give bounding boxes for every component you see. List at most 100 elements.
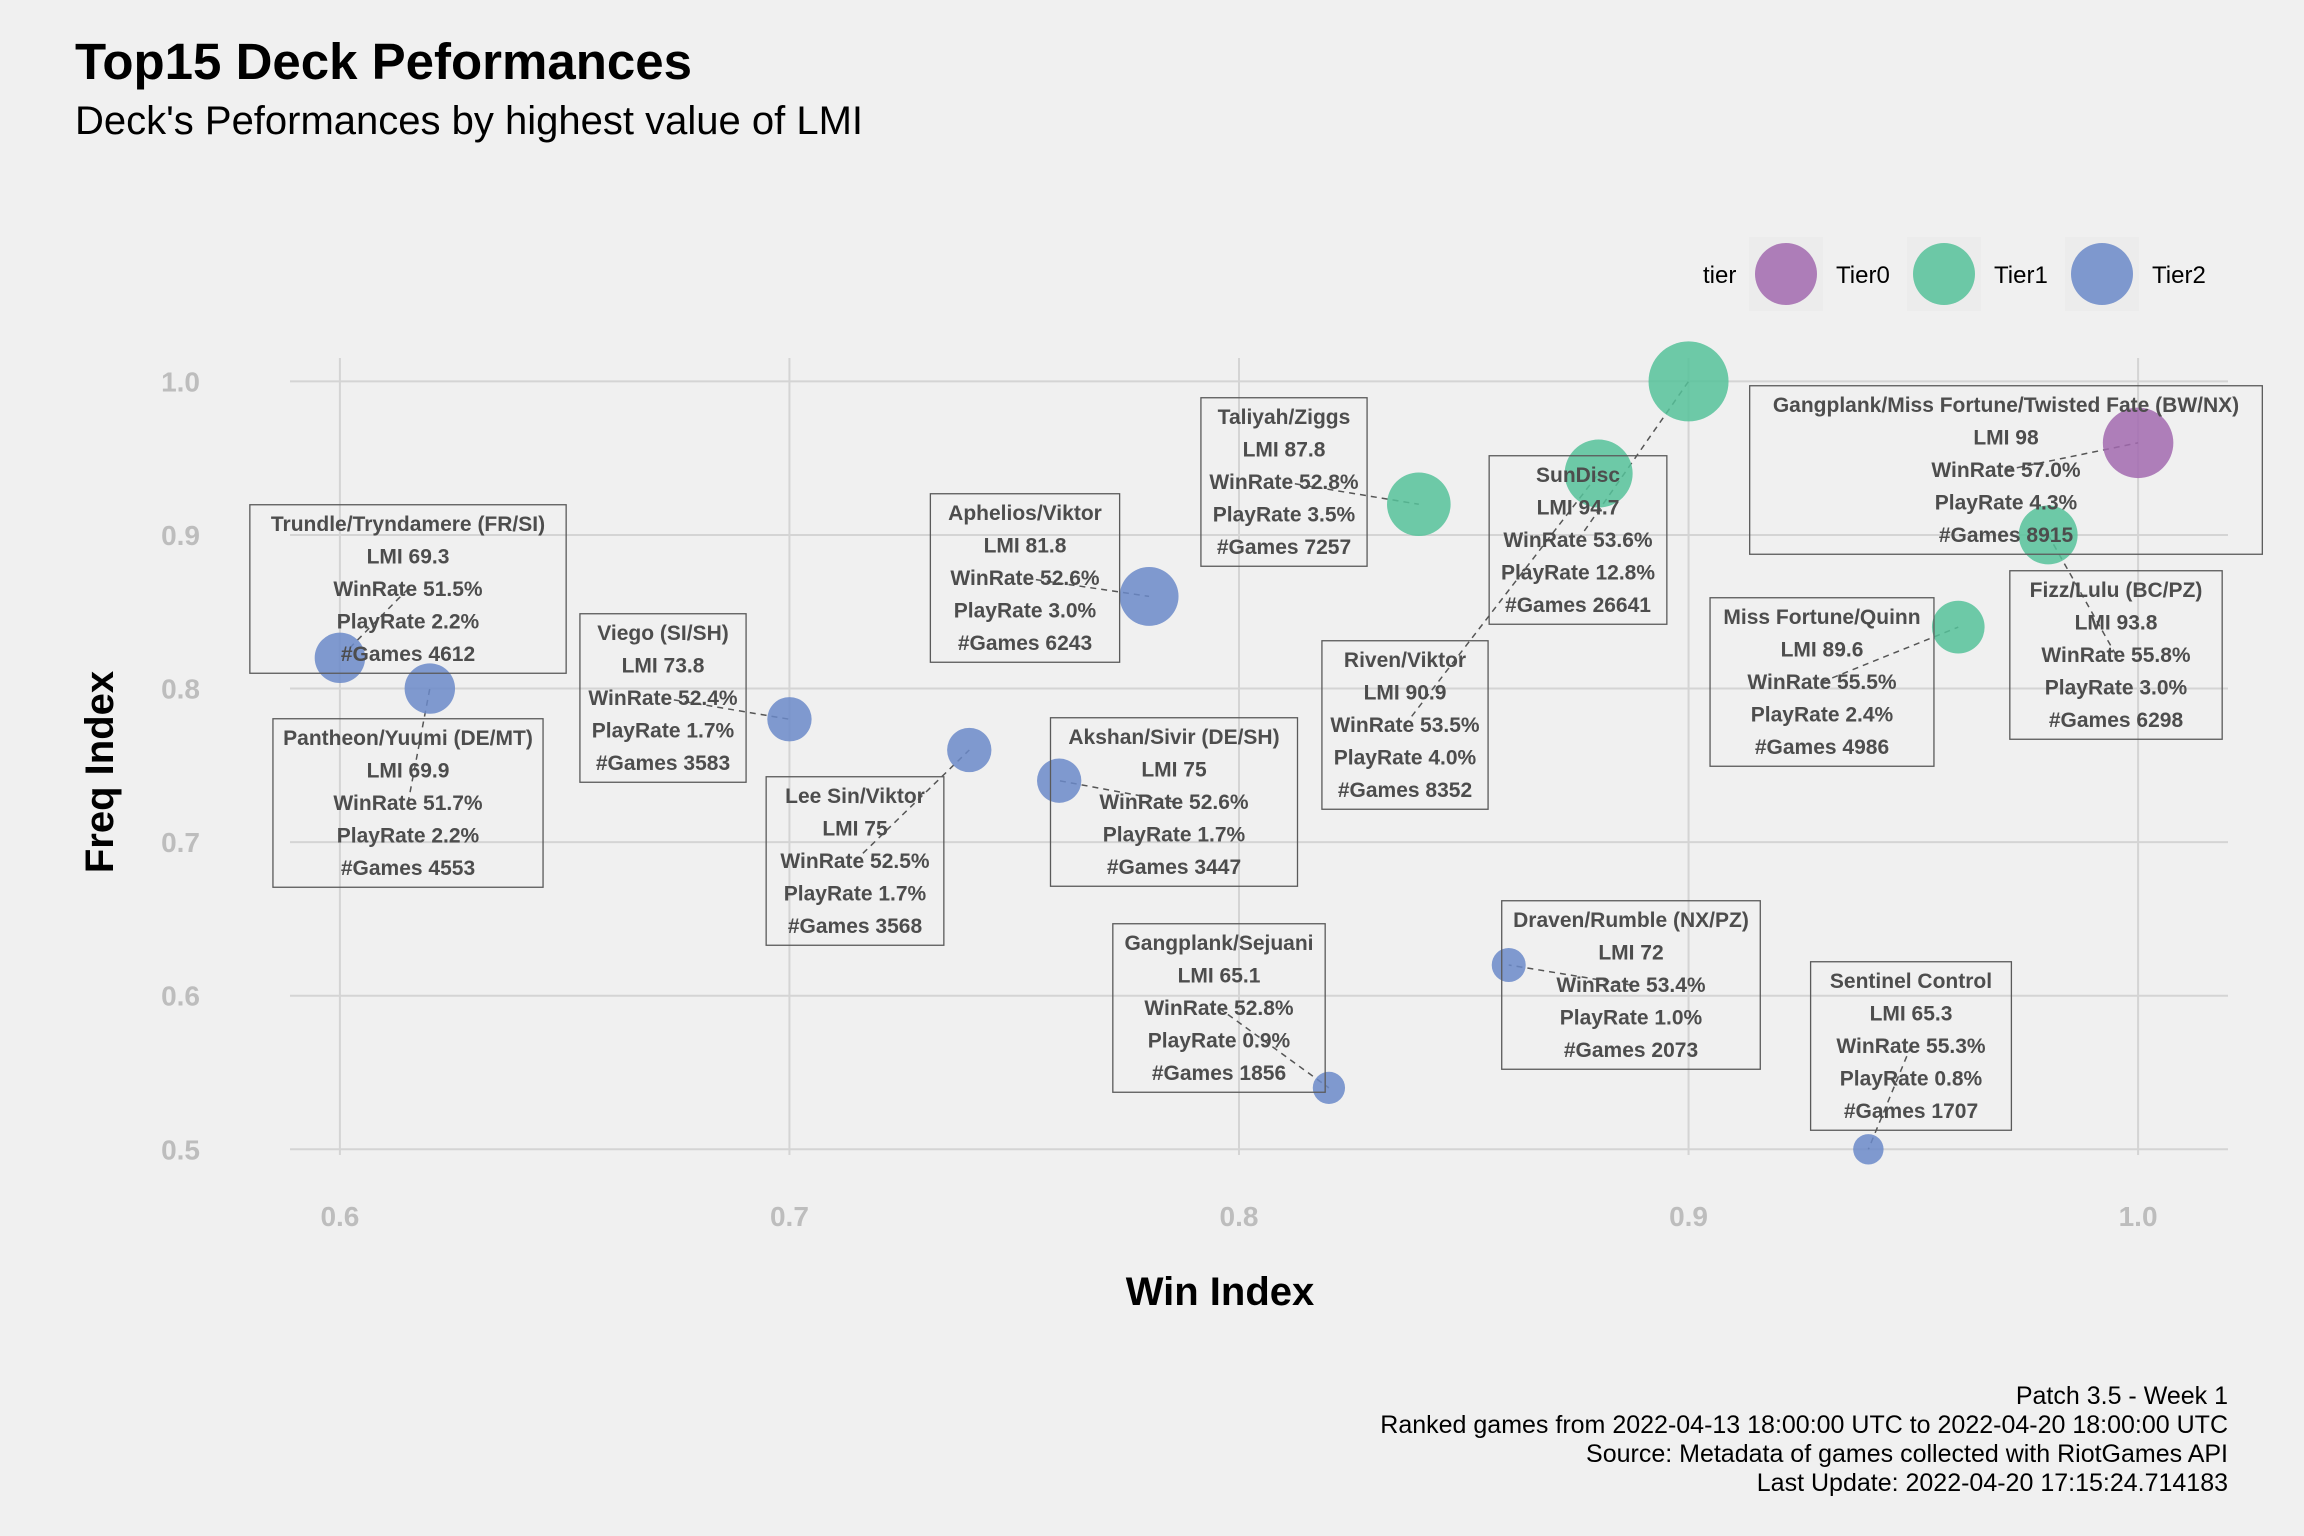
label-line: Lee Sin/Viktor <box>785 785 925 808</box>
grid-lines <box>290 358 2228 1155</box>
y-tick-label: 0.8 <box>161 674 200 705</box>
data-point <box>2102 407 2174 479</box>
data-label: Akshan/Sivir (DE/SH) LMI 75 WinRate 52.6% P… <box>1049 717 1299 887</box>
data-label: Draven/Rumble (NX/PZ) LMI 72 WinRate 53.4%… <box>1501 900 1761 1070</box>
data-point <box>314 632 366 684</box>
leader-line <box>854 749 970 862</box>
label-line: LMI 81.8 <box>984 535 1067 558</box>
label-line: #Games 1856 <box>1152 1062 1286 1085</box>
label-line: SunDisc <box>1536 464 1620 487</box>
y-tick-label: 0.5 <box>161 1134 200 1165</box>
label-line: WinRate 53.6% <box>1503 529 1653 552</box>
label-line: WinRate 57.0% <box>1931 459 2081 482</box>
x-tick-label: 0.6 <box>320 1201 359 1232</box>
label-line: PlayRate 1.7% <box>1103 824 1246 847</box>
label-box <box>1709 597 1935 767</box>
chart-subtitle: Deck's Peformances by highest value of L… <box>75 99 864 143</box>
label-line: PlayRate 3.0% <box>954 600 1097 623</box>
label-line: WinRate 55.3% <box>1836 1035 1986 1058</box>
label-line: WinRate 52.4% <box>588 687 738 710</box>
label-line: #Games 6243 <box>958 632 1092 655</box>
label-line: #Games 4612 <box>341 643 475 666</box>
y-axis-title: Freq Index <box>78 671 122 873</box>
data-point <box>1853 1134 1884 1165</box>
data-point <box>1037 758 1082 803</box>
label-line: WinRate 53.4% <box>1556 974 1706 997</box>
label-line: #Games 2073 <box>1564 1039 1698 1062</box>
data-label: SunDisc LMI 94.7 WinRate 53.6% PlayRate 12.… <box>1488 455 1668 625</box>
label-box <box>2009 570 2223 740</box>
data-point <box>404 663 456 714</box>
x-tick-label: 0.8 <box>1220 1201 1259 1232</box>
x-tick-label: 0.9 <box>1669 1201 1708 1232</box>
leader-line <box>1867 1045 1912 1150</box>
caption-line: Patch 3.5 - Week 1 <box>2015 1382 2228 1410</box>
label-line: #Games 26641 <box>1505 594 1651 617</box>
label-line: WinRate 53.5% <box>1330 714 1480 737</box>
label-line: LMI 69.3 <box>367 546 450 569</box>
label-line: WinRate 55.5% <box>1747 671 1897 694</box>
label-line: Miss Fortune/Quinn <box>1723 606 1920 629</box>
x-tick-label: 0.7 <box>770 1201 809 1232</box>
label-line: #Games 8915 <box>1939 524 2074 547</box>
data-point <box>2018 505 2078 565</box>
label-line: Pantheon/Yuumi (DE/MT) <box>283 727 533 750</box>
x-axis-title: Win Index <box>1126 1270 1315 1314</box>
label-box <box>272 718 544 888</box>
label-line: LMI 98 <box>1973 427 2039 450</box>
label-line: WinRate 55.8% <box>2041 644 2191 667</box>
label-line: PlayRate 2.2% <box>337 611 480 634</box>
leader-line <box>1218 1007 1330 1089</box>
legend-title: tier <box>1703 262 1736 289</box>
label-line: PlayRate 2.4% <box>1751 704 1894 727</box>
label-line: Viego (SI/SH) <box>597 622 728 645</box>
caption-line: Last Update: 2022-04-20 17:15:24.714183 <box>1756 1469 2228 1497</box>
data-point <box>1931 600 1985 654</box>
data-label: Fizz/Lulu (BC/PZ) LMI 93.8 WinRate 55.8% Pl… <box>2009 570 2223 740</box>
label-line: #Games 7257 <box>1217 536 1351 559</box>
label-line: PlayRate 12.8% <box>1501 562 1655 585</box>
y-tick-label: 0.6 <box>161 981 200 1012</box>
leader-line <box>1404 473 1600 726</box>
legend: tier Tier0 Tier1 Tier2 <box>1703 237 2206 311</box>
x-tick-label: 1.0 <box>2119 1201 2158 1232</box>
leader-line <box>1508 964 1632 986</box>
data-label: Aphelios/Viktor LMI 81.8 WinRate 52.6% Play… <box>929 493 1121 663</box>
label-line: WinRate 52.6% <box>1099 791 1249 814</box>
label-line: #Games 3447 <box>1107 856 1241 879</box>
label-line: PlayRate 0.9% <box>1148 1030 1291 1053</box>
label-box <box>1112 923 1326 1093</box>
axis-ticks: 0.6 0.7 0.8 0.9 1.0 0.5 0.6 0.7 0.8 0.9 1.0 <box>161 366 2157 1232</box>
label-line: LMI 72 <box>1598 942 1663 965</box>
label-line: WinRate 51.7% <box>333 792 483 815</box>
label-line: Riven/Viktor <box>1344 649 1466 672</box>
label-line: PlayRate 4.3% <box>1935 492 2078 515</box>
data-label: Trundle/Tryndamere (FR/SI) LMI 69.3 WinRat… <box>249 504 567 674</box>
label-line: #Games 4986 <box>1755 736 1889 759</box>
label-box <box>249 504 567 674</box>
label-line: PlayRate 0.8% <box>1840 1068 1983 1091</box>
label-box <box>1049 717 1299 887</box>
label-line: WinRate 52.8% <box>1144 997 1294 1020</box>
label-line: Trundle/Tryndamere (FR/SI) <box>271 513 545 536</box>
data-label: Riven/Viktor LMI 90.9 WinRate 53.5% PlayRat… <box>1321 640 1489 810</box>
data-label: Viego (SI/SH) LMI 73.8 WinRate 52.4% PlayRa… <box>579 613 747 783</box>
data-label: Sentinel Control LMI 65.3 WinRate 55.3% Pla… <box>1809 961 2013 1131</box>
label-box <box>1749 385 2263 555</box>
label-line: LMI 75 <box>1141 759 1207 782</box>
label-line: #Games 3583 <box>596 752 730 775</box>
data-point <box>947 727 992 773</box>
label-line: LMI 69.9 <box>367 760 450 783</box>
label-line: Draven/Rumble (NX/PZ) <box>1513 909 1749 932</box>
label-line: LMI 89.6 <box>1781 639 1864 662</box>
label-box <box>1321 640 1489 810</box>
label-box <box>1809 961 2013 1131</box>
label-line: Fizz/Lulu (BC/PZ) <box>2030 579 2203 602</box>
label-line: #Games 3568 <box>788 915 923 938</box>
label-box <box>1501 900 1761 1070</box>
leader-line <box>1059 779 1175 803</box>
data-labels: Gangplank/Miss Fortune/Twisted Fate (BW/… <box>249 385 2263 1131</box>
label-line: #Games 4553 <box>341 857 475 880</box>
legend-label: Tier1 <box>1994 262 2048 289</box>
